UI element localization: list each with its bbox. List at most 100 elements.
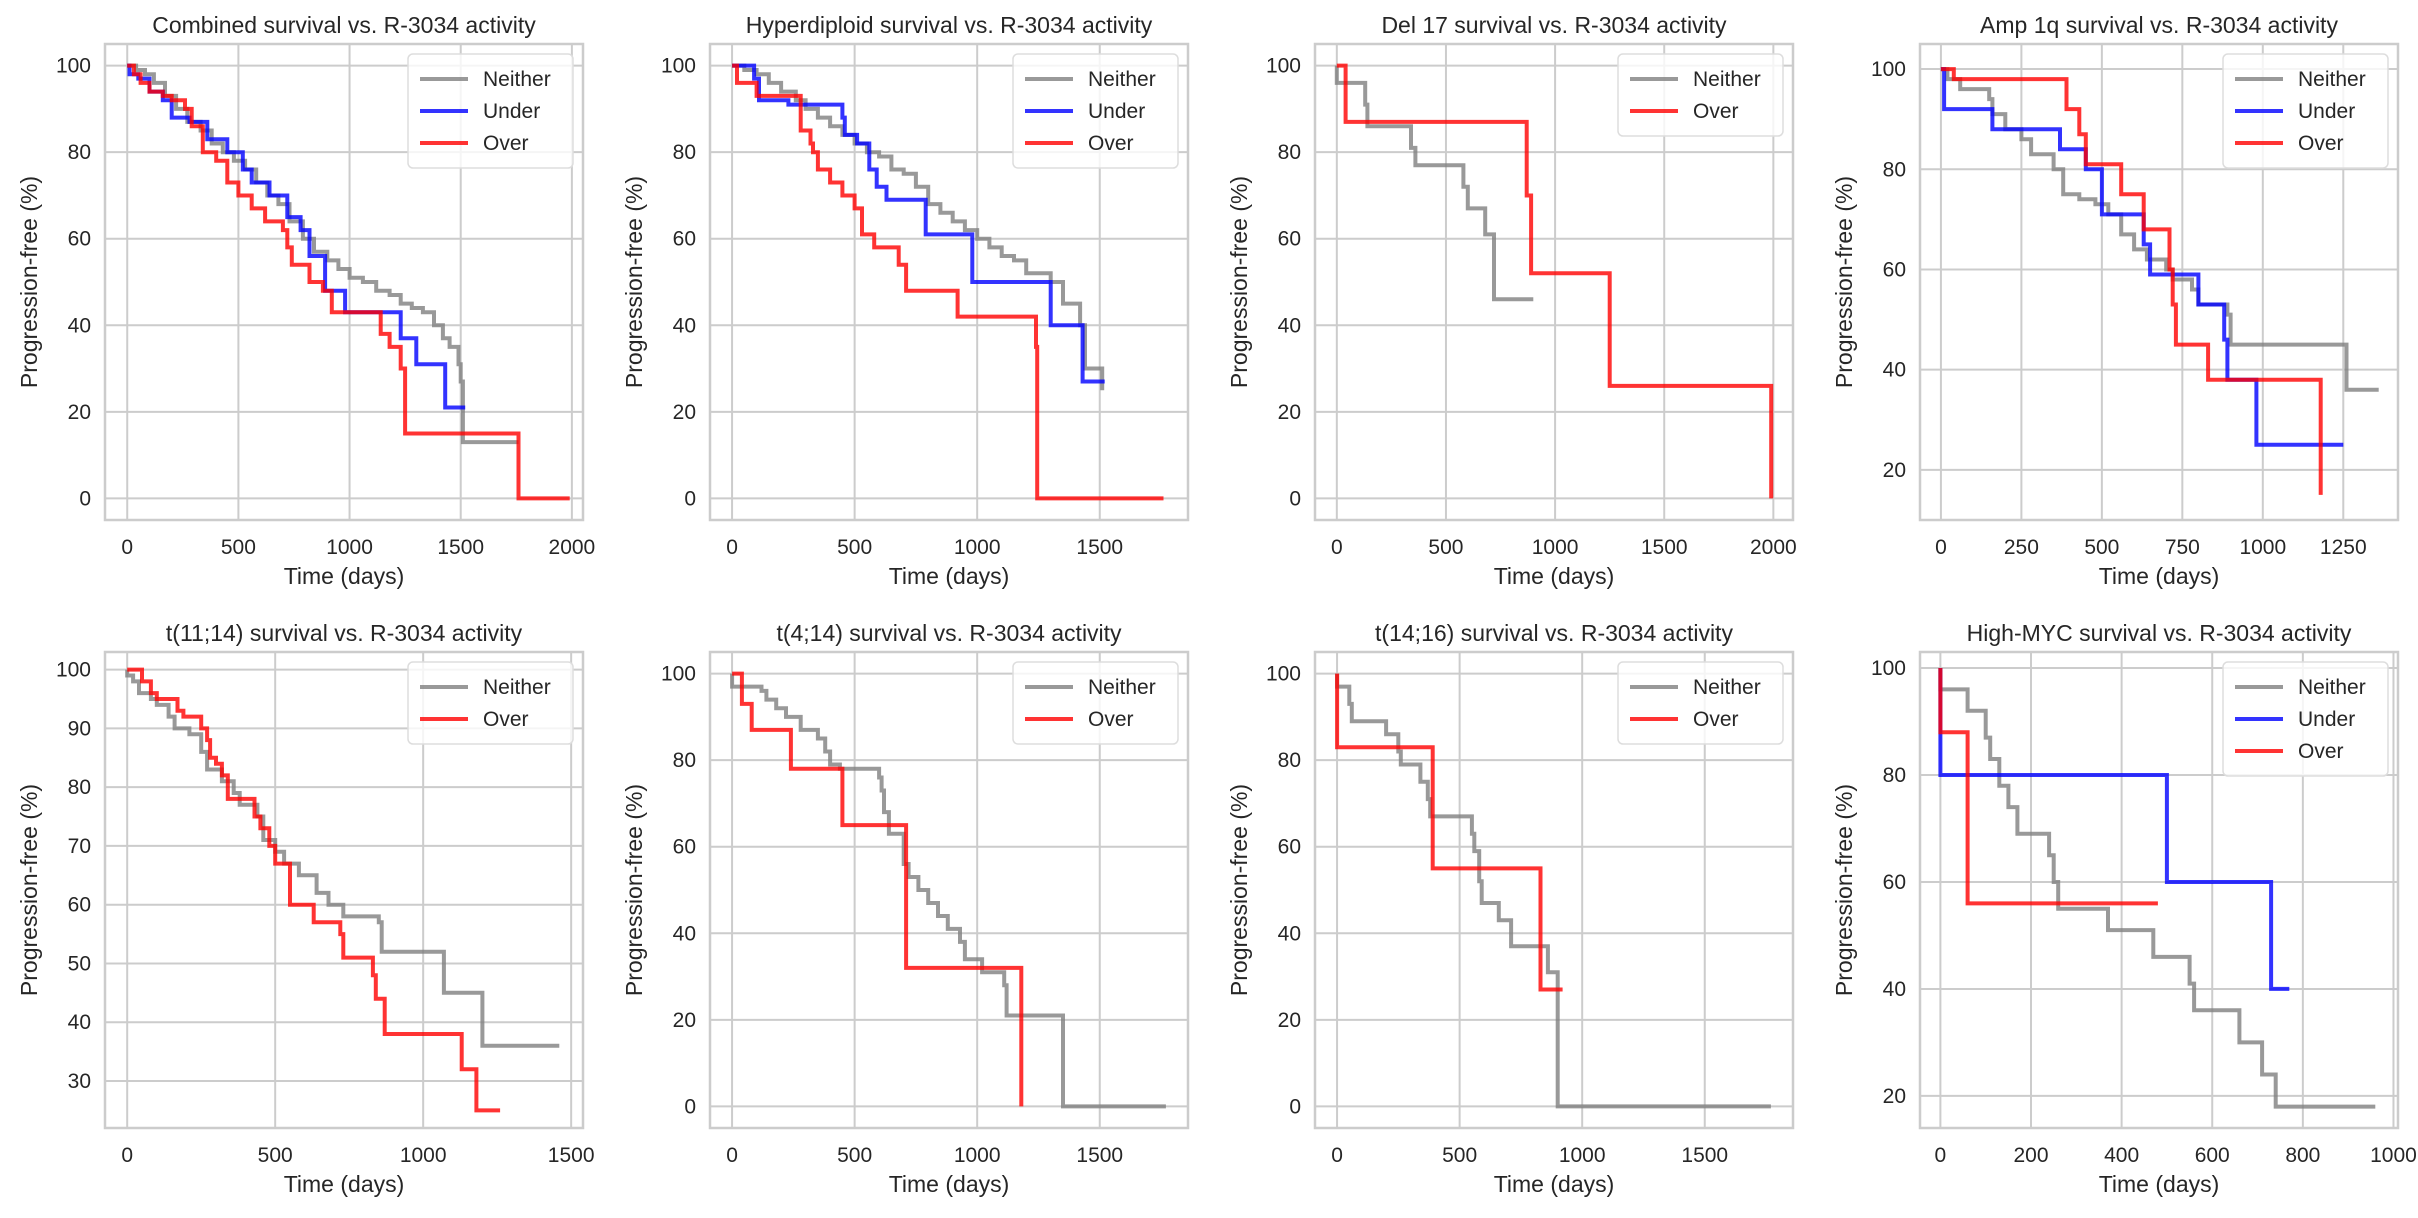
y-tick-label: 40 [68, 314, 91, 337]
legend: Neither Over [1617, 661, 1784, 745]
plot-frame [1313, 42, 1795, 522]
chart-title: Del 17 survival vs. R-3034 activity [1381, 12, 1727, 38]
y-tick-label: 0 [79, 487, 91, 510]
x-tick-label: 600 [2195, 1144, 2230, 1167]
curve-under [1938, 668, 2290, 991]
y-tick-label: 40 [1883, 359, 1906, 382]
y-axis-label: Progression-free (%) [621, 784, 647, 996]
y-tick-label: 60 [673, 228, 696, 251]
curve-over [1938, 668, 2158, 906]
x-tick-label: 0 [121, 536, 133, 559]
plot-frame [1918, 42, 2400, 522]
x-tick-label: 500 [2084, 536, 2119, 559]
chart-panel: High-MYC survival vs. R-3034 activity 0 20… [1831, 620, 2417, 1197]
y-tick-label: 0 [684, 1095, 696, 1118]
y-tick-label: 30 [68, 1070, 91, 1093]
x-tick-label: 0 [726, 536, 738, 559]
plot-frame [1313, 650, 1795, 1130]
chart-panel: Combined survival vs. R-3034 activity 0 50… [16, 12, 595, 589]
chart-panel: Del 17 survival vs. R-3034 activity 0 500 1… [1226, 12, 1797, 589]
y-tick-label: 40 [1883, 978, 1906, 1001]
x-tick-label: 500 [1442, 1144, 1477, 1167]
legend-label: Under [2298, 708, 2355, 731]
y-tick-label: 0 [1289, 1095, 1301, 1118]
y-tick-label: 60 [68, 894, 91, 917]
legend-label: Neither [483, 68, 551, 91]
curve-neither [730, 673, 1166, 1109]
x-tick-label: 0 [1331, 536, 1343, 559]
y-tick-label: 60 [1883, 871, 1906, 894]
legend: Neither Under Over [2222, 53, 2389, 169]
x-tick-label: 800 [2285, 1144, 2320, 1167]
legend-box [2222, 661, 2389, 777]
y-tick-label: 80 [1278, 749, 1301, 772]
legend-box [1012, 53, 1179, 169]
curve-neither [1334, 65, 1534, 302]
y-tick-label: 20 [1883, 459, 1906, 482]
y-tick-label: 80 [1278, 141, 1301, 164]
legend: Neither Under Over [407, 53, 574, 169]
x-axis-label: Time (days) [2099, 1171, 2220, 1197]
y-tick-label: 100 [1871, 657, 1906, 680]
x-tick-label: 400 [2104, 1144, 2139, 1167]
x-tick-label: 1250 [2320, 536, 2367, 559]
y-tick-label: 50 [68, 952, 91, 975]
y-axis-label: Progression-free (%) [1831, 784, 1857, 996]
y-axis-label: Progression-free (%) [16, 784, 42, 996]
x-tick-label: 1500 [1681, 1144, 1728, 1167]
curve-under [732, 63, 1105, 384]
x-axis-label: Time (days) [889, 1171, 1010, 1197]
curve-over [732, 63, 1164, 501]
y-tick-label: 80 [673, 749, 696, 772]
legend-label: Over [1088, 132, 1134, 155]
y-tick-label: 100 [1871, 58, 1906, 81]
chart-panel: t(11;14) survival vs. R-3034 activity 0 50… [16, 620, 595, 1197]
legend-box [1012, 661, 1179, 745]
x-tick-label: 0 [1935, 536, 1947, 559]
curve-neither [1938, 668, 2376, 1109]
x-tick-label: 500 [1428, 536, 1463, 559]
y-tick-label: 60 [68, 228, 91, 251]
y-tick-label: 100 [1266, 663, 1301, 686]
y-tick-label: 20 [673, 1009, 696, 1032]
y-tick-label: 40 [1278, 922, 1301, 945]
x-tick-label: 750 [2165, 536, 2200, 559]
y-tick-label: 20 [1278, 401, 1301, 424]
y-axis-label: Progression-free (%) [621, 176, 647, 388]
curve-over [1940, 67, 2323, 495]
plot-frame [1918, 650, 2400, 1130]
chart-title: Hyperdiploid survival vs. R-3034 activit… [746, 12, 1153, 38]
x-tick-label: 500 [837, 1144, 872, 1167]
x-tick-label: 0 [1331, 1144, 1343, 1167]
y-tick-label: 60 [1278, 228, 1301, 251]
chart-title: t(4;14) survival vs. R-3034 activity [776, 620, 1122, 646]
legend: Neither Over [1012, 661, 1179, 745]
x-axis-label: Time (days) [2099, 563, 2220, 589]
y-axis-label: Progression-free (%) [16, 176, 42, 388]
legend-box [1617, 661, 1784, 745]
legend-label: Over [2298, 740, 2344, 763]
legend-label: Neither [1088, 68, 1156, 91]
x-tick-label: 1500 [1076, 1144, 1123, 1167]
x-tick-label: 500 [258, 1144, 293, 1167]
legend-label: Neither [1693, 676, 1761, 699]
chart-title: t(14;16) survival vs. R-3034 activity [1375, 620, 1733, 646]
legend: Neither Over [1617, 53, 1784, 137]
x-axis-label: Time (days) [1494, 1171, 1615, 1197]
x-tick-label: 1000 [2370, 1144, 2417, 1167]
x-tick-label: 1000 [954, 1144, 1001, 1167]
legend-label: Over [483, 132, 529, 155]
legend-box [407, 661, 574, 745]
legend: Neither Over [407, 661, 574, 745]
x-tick-label: 2000 [1750, 536, 1797, 559]
y-tick-label: 80 [673, 141, 696, 164]
curve-over [1335, 673, 1563, 992]
x-tick-label: 1000 [1532, 536, 1579, 559]
chart-title: Combined survival vs. R-3034 activity [152, 12, 536, 38]
x-tick-label: 0 [726, 1144, 738, 1167]
legend: Neither Under Over [1012, 53, 1179, 169]
x-tick-label: 1000 [326, 536, 373, 559]
legend-label: Over [1088, 708, 1134, 731]
x-tick-label: 250 [2004, 536, 2039, 559]
